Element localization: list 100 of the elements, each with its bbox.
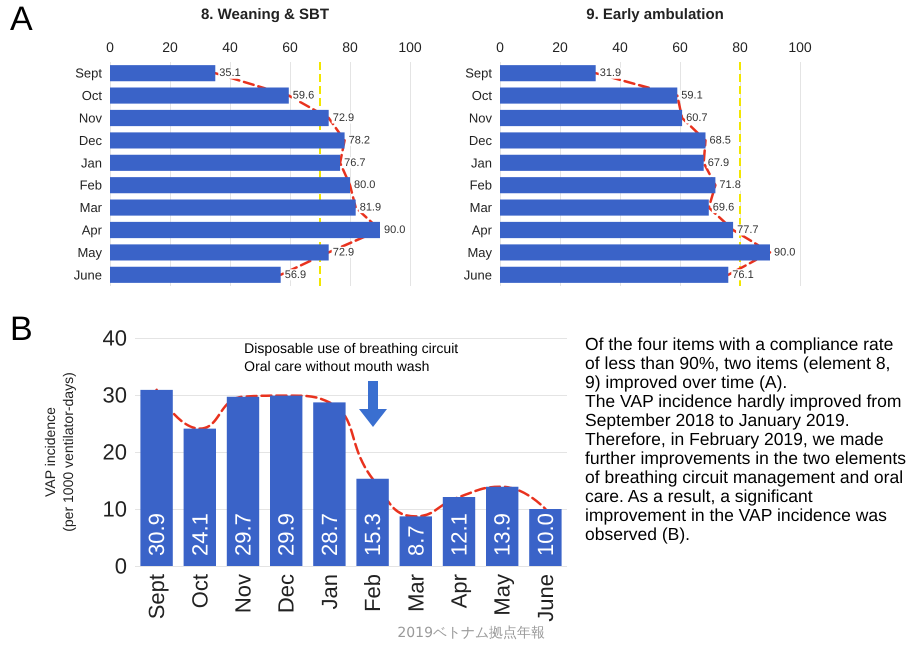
data-label: 59.1: [681, 90, 703, 102]
bar: [500, 244, 770, 260]
data-label: 59.6: [292, 90, 314, 102]
x-tick-label: Nov: [230, 574, 256, 614]
data-label: 90.0: [774, 246, 796, 258]
data-label: 81.9: [360, 202, 382, 214]
bar: [486, 486, 518, 566]
bar: [500, 177, 716, 194]
y-tick-label: June: [74, 267, 102, 282]
bar: [500, 88, 678, 104]
y-tick-label: Dec: [468, 132, 492, 148]
bar: [500, 154, 704, 171]
y-tick-label: Sept: [75, 66, 102, 81]
data-label: 12.1: [446, 513, 472, 556]
y-tick-label: Apr: [472, 222, 493, 238]
x-tick-label: 40: [612, 39, 628, 55]
x-tick-label: 40: [222, 39, 238, 55]
y-tick-label: June: [464, 267, 492, 282]
bar: [400, 516, 432, 566]
bar: [110, 177, 350, 194]
bar: [110, 222, 380, 238]
bar: [110, 88, 289, 104]
y-tick-label: May: [77, 244, 102, 260]
data-label: 29.7: [230, 513, 256, 556]
bar: [140, 390, 173, 566]
x-tick-label: 80: [342, 39, 358, 55]
x-tick-label: Feb: [360, 574, 386, 612]
text: B: [10, 310, 33, 349]
data-label: 76.7: [344, 156, 366, 169]
x-tick-label: 80: [732, 39, 748, 55]
y-tick-label: 20: [102, 440, 127, 464]
annotation: Disposable use of breathing circuit Oral care without mouth wash: [244, 339, 458, 376]
y-tick-label: 0: [114, 554, 127, 578]
x-tick-label: Sept: [144, 574, 170, 620]
bar: [110, 244, 329, 260]
y-tick-label: 40: [102, 326, 127, 350]
data-label: 56.9: [284, 268, 306, 281]
x-tick-label: 100: [788, 39, 812, 55]
data-label: 72.9: [332, 112, 354, 124]
y-axis-title: VAP incidence (per 1000 ventilator-days): [42, 372, 76, 532]
data-label: 67.9: [708, 156, 730, 169]
data-label: 72.9: [332, 246, 354, 258]
bar: [110, 132, 345, 148]
chart-title: 9. Early ambulation: [586, 6, 724, 23]
data-label: 10.0: [532, 513, 558, 556]
y-tick-label: 10: [102, 496, 127, 522]
x-tick-label: Dec: [274, 574, 299, 614]
y-tick-label: Mar: [470, 200, 493, 216]
y-tick-label: Mar: [80, 200, 103, 216]
x-tick-label: 60: [282, 39, 298, 55]
data-label: 30.9: [144, 513, 170, 556]
x-tick-label: 60: [672, 39, 688, 55]
text: Of the four items with a compliance rate of less than 90%, two items (element 8, 9) improved over time (A).: [585, 334, 894, 392]
bar: [500, 65, 596, 82]
data-label: 29.9: [274, 513, 299, 556]
y-tick-label: Nov: [78, 110, 102, 126]
data-label: 71.8: [719, 179, 741, 192]
bar: [110, 110, 329, 126]
data-label: 13.9: [490, 513, 515, 556]
data-label: 77.7: [737, 224, 759, 236]
data-label: 35.1: [219, 67, 241, 80]
x-tick-label: June: [532, 574, 558, 622]
x-tick-label: Mar: [403, 574, 428, 612]
bar: [184, 428, 216, 566]
bar: [270, 396, 302, 566]
bar: [313, 402, 346, 566]
bar: [500, 110, 682, 126]
bar: [110, 154, 340, 171]
data-label: 90.0: [384, 224, 406, 236]
y-tick-label: Jan: [471, 155, 492, 170]
y-tick-label: Dec: [78, 132, 102, 148]
bar: [442, 497, 476, 566]
x-tick-label: 100: [398, 39, 422, 55]
x-tick-label: 20: [552, 39, 568, 55]
y-tick-label: Oct: [82, 88, 102, 104]
bar: [110, 266, 281, 283]
y-tick-label: Feb: [80, 178, 102, 193]
data-label: 80.0: [354, 179, 376, 192]
y-tick-label: Nov: [468, 110, 492, 126]
text: 2019ベトナム拠点年報: [397, 624, 545, 642]
y-tick-label: Apr: [82, 222, 103, 238]
bar: [500, 200, 709, 216]
data-label: 78.2: [348, 134, 370, 146]
data-label: 69.6: [712, 202, 734, 214]
chart-title: 8. Weaning & SBT: [200, 6, 330, 23]
x-tick-label: Oct: [187, 574, 212, 608]
x-tick-label: 0: [496, 39, 504, 55]
x-tick-label: Jan: [316, 574, 342, 610]
data-label: 28.7: [316, 513, 342, 556]
y-tick-label: Jan: [81, 155, 102, 170]
y-tick-label: May: [467, 244, 492, 260]
bar: [356, 478, 389, 566]
y-tick-label: Sept: [465, 66, 492, 81]
bar: [500, 266, 728, 283]
y-tick-label: 30: [102, 382, 127, 408]
bar: [226, 396, 260, 566]
y-tick-label: Oct: [472, 88, 492, 104]
data-label: 24.1: [187, 513, 212, 556]
bar: [110, 200, 356, 216]
bar: [110, 65, 216, 82]
